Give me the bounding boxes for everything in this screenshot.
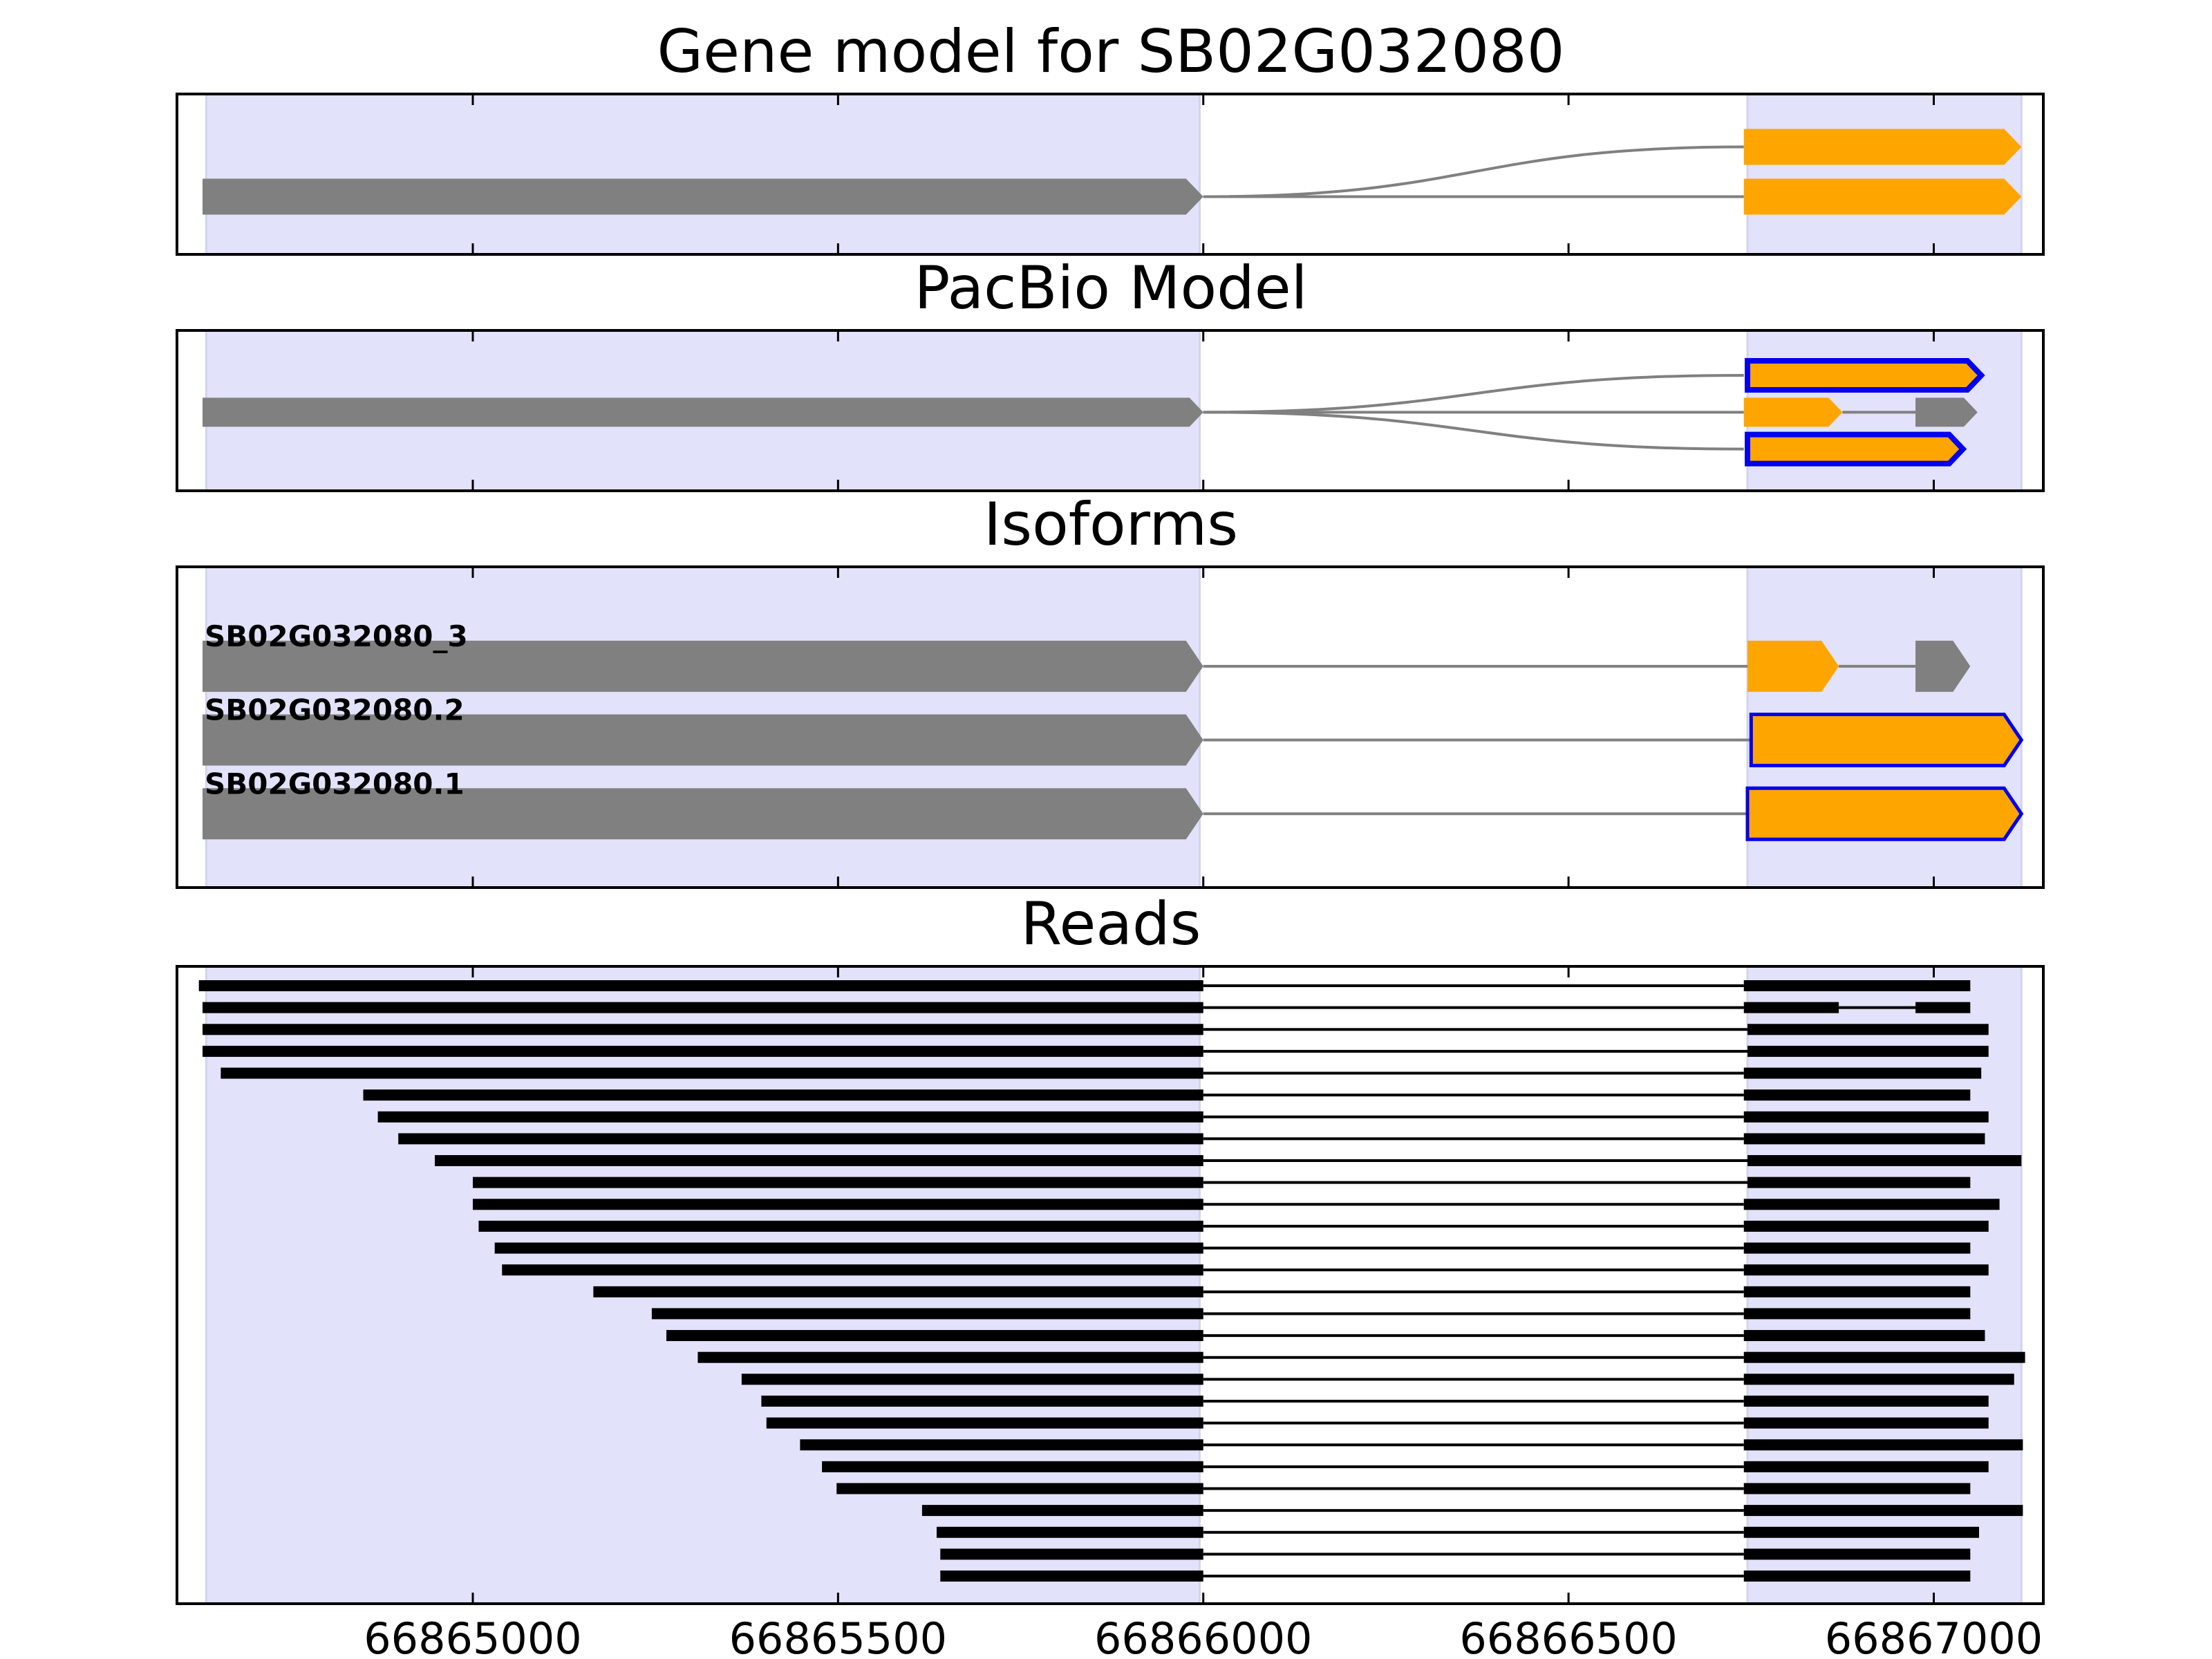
panel-reads: Reads: [176, 890, 2045, 1605]
axes-frame: [176, 329, 2045, 492]
read-block: [1743, 1351, 2025, 1363]
read-block: [937, 1526, 1203, 1538]
isoform-label: SB02G032080.1: [205, 767, 465, 800]
x-tick-label: 66866000: [1094, 1613, 1313, 1659]
read-block: [1743, 1308, 1971, 1320]
read-block: [1743, 980, 1971, 991]
read-block: [822, 1461, 1203, 1472]
read-block: [651, 1308, 1203, 1320]
x-tick-label: 66865500: [729, 1613, 948, 1659]
read-block: [666, 1330, 1203, 1342]
exon-coding: [1743, 397, 1843, 427]
exon-coding: [1743, 129, 2022, 165]
read-block: [1747, 1155, 2022, 1167]
read-block: [1747, 1045, 1989, 1057]
read-block: [1743, 1133, 1985, 1145]
read-block: [1743, 1571, 1971, 1582]
panel-pacbio-model: PacBio Model: [176, 254, 2045, 492]
read-block: [1743, 1548, 1971, 1560]
read-block: [800, 1439, 1203, 1451]
read-block: [478, 1220, 1203, 1232]
exon-noncoding: [202, 397, 1203, 427]
read-block: [363, 1089, 1203, 1101]
exon-coding: [1747, 640, 1839, 692]
read-block: [1743, 1067, 1982, 1079]
read-block: [1743, 1526, 1980, 1538]
panel-title-isoforms: Isoforms: [984, 490, 1238, 559]
read-block: [940, 1571, 1203, 1582]
read-block: [761, 1395, 1203, 1407]
read-block: [836, 1483, 1203, 1494]
exon-coding: [1749, 713, 2024, 768]
read-block: [502, 1264, 1203, 1276]
read-block: [1743, 1286, 1971, 1297]
read-block: [1743, 1220, 1989, 1232]
read-block: [198, 980, 1203, 991]
panel-title-gene-model: Gene model for SB02G032080: [657, 17, 1565, 86]
read-block: [472, 1177, 1203, 1188]
read-block: [398, 1133, 1203, 1145]
exon-coding: [1745, 357, 1985, 393]
isoform-label: SB02G032080.2: [205, 693, 465, 727]
splice-connector: [1203, 373, 1744, 414]
read-block: [697, 1351, 1203, 1363]
highlight-region: [1746, 93, 2023, 256]
read-block: [1743, 1505, 2023, 1517]
read-block: [1743, 1199, 2000, 1210]
read-block: [1915, 1002, 1971, 1013]
read-block: [1743, 1002, 1839, 1013]
read-block: [435, 1155, 1203, 1167]
exon-noncoding: [1915, 397, 1978, 427]
read-block: [1743, 1111, 1989, 1123]
exon-noncoding: [202, 788, 1203, 840]
exon-noncoding: [202, 714, 1203, 766]
exon-coding: [1745, 786, 2024, 841]
read-block: [766, 1417, 1203, 1429]
panel-title-reads: Reads: [1021, 890, 1201, 959]
read-block: [472, 1199, 1203, 1210]
read-block: [1743, 1395, 1989, 1407]
read-block: [1747, 1177, 1971, 1188]
read-block: [1747, 1024, 1989, 1035]
x-tick-label: 66867000: [1825, 1613, 2043, 1659]
read-block: [940, 1548, 1203, 1560]
panel-title-pacbio-model: PacBio Model: [914, 254, 1307, 323]
read-block: [1743, 1483, 1971, 1494]
read-block: [1743, 1089, 1971, 1101]
read-block: [593, 1286, 1203, 1297]
read-block: [202, 1024, 1203, 1035]
axes-frame: [176, 965, 2045, 1605]
exon-coding: [1745, 431, 1967, 467]
read-block: [921, 1505, 1203, 1517]
read-block: [1743, 1461, 1989, 1472]
read-block: [1743, 1374, 2014, 1385]
read-block: [377, 1111, 1203, 1123]
panel-gene-model: Gene model for SB02G032080: [176, 17, 2045, 256]
splice-connector: [1203, 145, 1744, 198]
axes-frame: [176, 93, 2045, 256]
splice-connector: [1203, 411, 1744, 451]
read-block: [1743, 1417, 1989, 1429]
read-block: [741, 1374, 1203, 1385]
read-block: [494, 1242, 1203, 1254]
axes-frame: [176, 565, 2045, 889]
isoform-label: SB02G032080_3: [205, 619, 468, 653]
read-block: [1743, 1439, 2023, 1451]
read-block: [221, 1067, 1203, 1079]
x-tick-label: 66865000: [364, 1613, 582, 1659]
x-axis: 66865000 66865500 66866000 66866500 6686…: [364, 1613, 2043, 1659]
exon-coding: [1743, 178, 2022, 215]
panel-isoforms: Isoforms SB02G032080_3 SB02G032080.2 SB02G…: [176, 490, 2045, 889]
read-block: [202, 1045, 1203, 1057]
highlight-region: [205, 93, 1201, 256]
read-block: [1743, 1242, 1971, 1254]
exon-noncoding: [1915, 640, 1971, 692]
read-block: [1743, 1330, 1985, 1342]
x-tick-label: 66866500: [1459, 1613, 1678, 1659]
exon-noncoding: [202, 640, 1203, 692]
exon-noncoding: [202, 178, 1203, 215]
read-block: [1743, 1264, 1989, 1276]
read-block: [202, 1002, 1203, 1013]
